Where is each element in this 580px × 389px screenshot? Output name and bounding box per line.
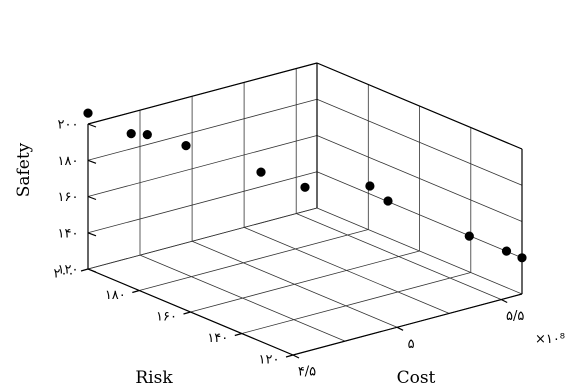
x-axis-title: Cost <box>397 368 436 388</box>
y-tick-mark <box>183 311 191 315</box>
frame-edge-top-left <box>87 62 318 125</box>
axis-line-cost <box>292 293 523 356</box>
wall-y-gridline-z <box>87 98 318 161</box>
floor-gridline-y <box>190 250 420 313</box>
frame-layer <box>87 62 523 356</box>
x-tick-mark <box>292 354 300 359</box>
z-tick-label: ۱۲۰ <box>58 263 79 278</box>
y-tick-label: ۱۴۰ <box>207 331 228 346</box>
wall-y-gridline-z <box>87 207 318 270</box>
wall-x-gridline-z <box>316 98 523 186</box>
points-layer <box>83 108 527 263</box>
y-tick-mark <box>234 332 242 337</box>
y-axis-title: Risk <box>135 368 173 388</box>
y-tick-mark <box>80 268 89 272</box>
data-point <box>383 196 393 206</box>
data-point <box>181 141 191 151</box>
wall-y-gridline-z <box>87 135 318 197</box>
data-point <box>126 129 136 139</box>
data-point <box>256 167 266 177</box>
y-tick-mark <box>132 289 140 294</box>
floor-gridline-y <box>139 229 369 291</box>
data-point <box>83 108 93 118</box>
data-point <box>464 231 474 241</box>
z-tick-label: ۲۰۰ <box>58 118 79 133</box>
z-tick-mark <box>87 159 97 164</box>
wall-x-gridline-z <box>316 207 523 295</box>
wall-y-gridline-z <box>87 171 318 234</box>
data-point <box>501 246 512 256</box>
x-tick-label: ۴/۵ <box>298 365 316 380</box>
z-tick-mark <box>87 268 97 273</box>
z-tick-mark <box>87 123 97 128</box>
z-tick-label: ۱۴۰ <box>58 226 79 241</box>
x-tick-label: ۵ <box>408 337 415 352</box>
x-tick-mark <box>396 326 404 331</box>
data-point <box>365 181 375 191</box>
x-axis-multiplier: ×۱۰⁸ <box>535 332 565 347</box>
data-point <box>142 130 152 140</box>
data-point <box>300 182 310 192</box>
x-tick-mark <box>500 298 508 304</box>
z-tick-label: ۱۸۰ <box>58 154 79 169</box>
x-tick-label: ۵/۵ <box>506 309 524 324</box>
z-tick-label: ۱۶۰ <box>58 190 79 205</box>
data-point <box>517 253 527 263</box>
frame-edge-top-right <box>316 62 523 150</box>
y-tick-label: ۲۰۰ <box>54 267 75 282</box>
y-tick-label: ۱۲۰ <box>259 353 280 368</box>
y-tick-label: ۱۸۰ <box>105 288 126 303</box>
wall-x-gridline-z <box>316 171 523 259</box>
y-tick-label: ۱۶۰ <box>156 310 177 325</box>
z-tick-mark <box>87 232 97 237</box>
floor-gridline-y <box>241 272 471 334</box>
wall-x-gridline-z <box>316 135 523 222</box>
z-axis-title: Safety <box>14 142 34 197</box>
z-tick-mark <box>87 195 97 201</box>
y-tick-mark <box>285 354 294 358</box>
